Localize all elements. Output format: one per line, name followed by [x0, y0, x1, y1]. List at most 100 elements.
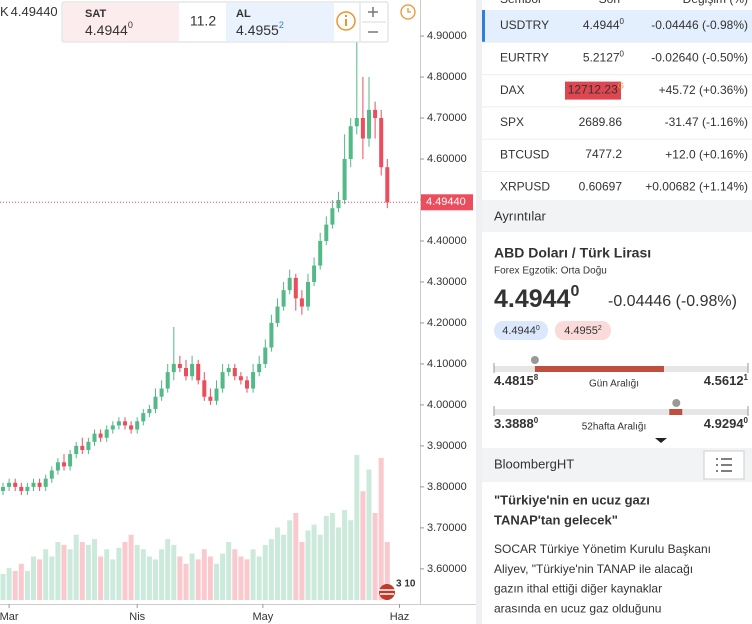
candle-body — [226, 368, 231, 373]
sell-price: 4.49440 — [85, 20, 133, 37]
volume-bar — [275, 527, 280, 600]
details-header — [482, 200, 752, 232]
volume-bar — [189, 553, 195, 600]
flag-icon — [379, 584, 395, 600]
flag-stripes — [379, 589, 395, 595]
candle-body — [220, 372, 225, 389]
candle-body — [37, 482, 42, 487]
range-marker — [530, 356, 539, 364]
volume-bar — [104, 549, 110, 600]
candle-body — [123, 421, 127, 426]
candle-body — [299, 298, 304, 307]
candle-body — [104, 429, 109, 438]
y-tick-label: 4.30000 — [427, 276, 467, 288]
candle-body — [293, 277, 298, 299]
candle-body — [354, 118, 359, 127]
volume-bar — [55, 542, 61, 600]
news-headline[interactable]: TANAP'tan gelecek" — [494, 512, 618, 527]
column-header: Son — [599, 0, 620, 6]
legend-price: 4.49440 — [11, 4, 58, 19]
candle-body — [55, 462, 60, 471]
candle-body — [385, 167, 390, 203]
clock-icon[interactable] — [400, 4, 416, 20]
candle-body — [306, 281, 310, 307]
y-tick-label: 3.70000 — [427, 522, 467, 534]
candle-body — [318, 240, 323, 266]
candle-body — [62, 462, 66, 467]
buy-box[interactable] — [226, 3, 334, 41]
volume-bar — [354, 455, 360, 600]
volume-bar — [244, 559, 250, 600]
price-sup: 0 — [534, 416, 539, 425]
price-main: 4.4955 — [236, 22, 279, 38]
candle-body — [116, 421, 121, 426]
info-icon[interactable] — [336, 11, 356, 31]
last-price: 4.49440 — [583, 17, 625, 32]
volume-bar — [85, 544, 91, 600]
symbol: BTCUSD — [500, 147, 550, 161]
candle-body — [153, 396, 158, 410]
symbol: SPX — [500, 115, 524, 129]
info-icon-dot — [345, 15, 347, 17]
volume-bar — [342, 510, 348, 600]
list-icon — [716, 458, 732, 472]
y-tick-label: 4.80000 — [427, 71, 467, 83]
details-section: Ayrıntılar — [494, 208, 546, 223]
plus-button[interactable] — [368, 7, 378, 17]
selected-marker — [482, 10, 485, 42]
news-headline[interactable]: "Türkiye'nin en ucuz gazı — [494, 492, 650, 507]
x-tick-label: Haz — [390, 611, 410, 623]
last-price: 12712.23G — [568, 82, 624, 97]
bid-pill — [494, 321, 548, 340]
volume-bar — [134, 544, 140, 600]
y-tick-label: 4.00000 — [427, 399, 467, 411]
ask-pill — [555, 321, 611, 340]
volume-bar — [250, 549, 256, 600]
range-fill — [534, 366, 664, 372]
volume-bar — [165, 539, 171, 600]
volume-bar — [43, 549, 49, 600]
volume-bar — [177, 556, 183, 600]
price-sup: 0 — [620, 49, 625, 58]
candle-body — [74, 445, 79, 455]
volume-bar — [92, 539, 97, 600]
price-sup: G — [618, 82, 624, 91]
price-main: 3.3888 — [494, 416, 534, 431]
candle-body — [49, 470, 54, 479]
volume-bar — [201, 549, 207, 600]
last-price-box — [421, 194, 473, 211]
divider[interactable] — [476, 0, 482, 624]
range-fill — [669, 409, 683, 415]
symbol: XRPUSD — [500, 180, 550, 194]
volume-bar — [268, 539, 274, 600]
candle-body — [275, 306, 280, 323]
range-low: 3.38880 — [494, 416, 539, 431]
candle-body — [269, 322, 274, 348]
change: -0.04446 (-0.98%) — [651, 18, 748, 32]
sell-box[interactable] — [63, 3, 179, 41]
details-price: 4.49440 — [494, 283, 579, 312]
event-badge: 3 10 — [396, 579, 416, 590]
volume-bar — [171, 544, 177, 600]
candle-body — [348, 126, 353, 160]
change: +12.0 (+0.16%) — [665, 147, 748, 161]
volume-bar — [348, 520, 354, 600]
candle-body — [86, 441, 91, 450]
candle-body — [190, 363, 195, 377]
volume-bar — [207, 556, 213, 600]
price-axis: 4.900004.800004.700004.600004.500004.400… — [420, 30, 473, 575]
volume-bar — [281, 534, 287, 600]
news-body: arasında en ucuz gaz olduğunu — [494, 601, 661, 615]
volume-bar — [305, 530, 311, 600]
price-main: 4.4944 — [583, 18, 620, 32]
candle-body — [257, 363, 262, 373]
candle-body — [92, 433, 97, 442]
symbol-prefix: K — [0, 4, 9, 19]
volume-bar — [372, 513, 378, 600]
price-main: 12712.23 — [568, 83, 618, 97]
volume-bar — [122, 542, 128, 600]
change: +45.72 (+0.36%) — [659, 83, 748, 97]
price-sup: 1 — [744, 373, 749, 382]
